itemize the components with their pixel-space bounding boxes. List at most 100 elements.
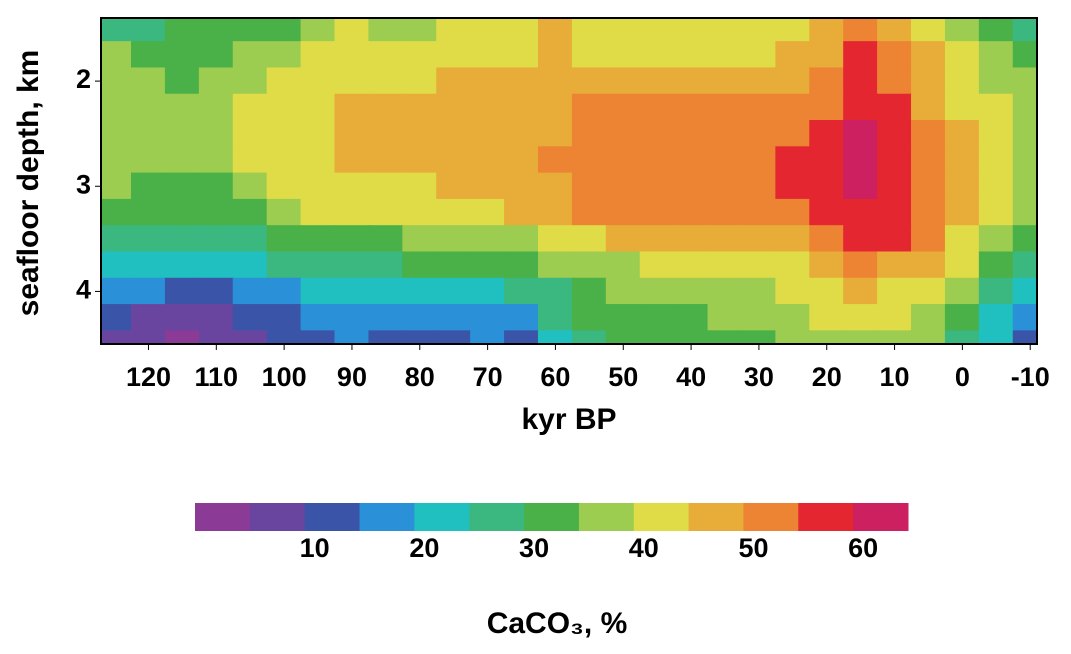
contour-cell (911, 146, 946, 174)
contour-cell (131, 330, 166, 344)
contour-cell (334, 330, 370, 344)
contour-cell (978, 277, 1014, 306)
contour-cell (911, 330, 946, 344)
contour-cell (164, 277, 200, 306)
contour-cell (843, 120, 879, 148)
contour-cell (809, 251, 845, 279)
contour-cell (639, 18, 675, 43)
contour-cell (436, 67, 472, 95)
contour-cell (537, 198, 573, 227)
contour-cell (877, 120, 913, 148)
x-tick-label: 30 (744, 362, 774, 392)
contour-cell (368, 277, 404, 306)
contour-cell (198, 251, 234, 279)
contour-cell (537, 18, 573, 43)
contour-cell (368, 251, 404, 279)
contour-cell (232, 277, 268, 306)
colorbar-segment (359, 503, 415, 531)
x-tick-label: 120 (126, 362, 171, 392)
contour-cell (978, 67, 1014, 95)
contour-cell (843, 41, 879, 69)
contour-cell (504, 120, 539, 148)
contour-cell (537, 146, 573, 174)
contour-cell (334, 304, 370, 332)
contour-cell (300, 18, 336, 43)
contour-cell (775, 146, 811, 174)
contour-cell (300, 93, 336, 122)
y-tick-label: 3 (76, 169, 91, 199)
contour-cell (101, 67, 133, 95)
contour-cell (232, 41, 268, 69)
contour-cell (402, 225, 438, 253)
contour-cell (707, 304, 743, 332)
contour-cell (164, 198, 200, 227)
contour-cell (537, 67, 573, 95)
contour-cell (639, 251, 675, 279)
contour-cell (131, 120, 166, 148)
contour-cell (504, 172, 539, 200)
contour-cell (978, 146, 1014, 174)
y-tick-label: 4 (76, 275, 91, 305)
contour-cell (402, 330, 438, 344)
contour-cell (707, 251, 743, 279)
contour-cell (775, 172, 811, 200)
contour-cell (605, 277, 641, 306)
contour-cell (300, 172, 336, 200)
contour-cell (334, 93, 370, 122)
contour-cell (470, 146, 506, 174)
contour-cell (232, 225, 268, 253)
contour-cell (741, 67, 777, 95)
contour-cell (877, 304, 913, 332)
contour-cell (198, 120, 234, 148)
contour-cell (470, 18, 506, 43)
contour-cell (436, 120, 472, 148)
contour-cell (436, 304, 472, 332)
contour-cell (877, 251, 913, 279)
contour-cell (673, 120, 709, 148)
contour-cell (877, 18, 913, 43)
contour-cell (368, 41, 404, 69)
contour-cell (605, 18, 641, 43)
contour-cell (232, 172, 268, 200)
contour-cell (978, 330, 1014, 344)
contour-cell (368, 67, 404, 95)
contour-cell (605, 41, 641, 69)
contour-cell (843, 304, 879, 332)
contour-cell (436, 251, 472, 279)
contour-cell (504, 18, 539, 43)
contour-cell (131, 225, 166, 253)
x-tick-label: 100 (262, 362, 307, 392)
contour-cell (741, 146, 777, 174)
contour-cell (436, 277, 472, 306)
contour-cell (1012, 304, 1037, 332)
contour-cell (775, 120, 811, 148)
contour-cell (266, 67, 302, 95)
x-axis-label: kyr BP (521, 403, 616, 436)
y-tick-label: 2 (76, 64, 91, 94)
contour-cell (639, 277, 675, 306)
x-tick-label: 0 (955, 362, 970, 392)
x-tick-label: 40 (676, 362, 706, 392)
contour-cell (571, 330, 607, 344)
contour-cell (537, 304, 573, 332)
contour-cell (470, 330, 506, 344)
contour-cell (944, 146, 980, 174)
contour-cell (605, 225, 641, 253)
contour-cell (809, 146, 845, 174)
contour-cell (944, 251, 980, 279)
contour-cell (707, 277, 743, 306)
contour-cell (911, 172, 946, 200)
contour-cell (436, 198, 472, 227)
contour-cell (707, 67, 743, 95)
contour-cell (571, 18, 607, 43)
contour-cell (300, 251, 336, 279)
contour-cell (809, 18, 845, 43)
contour-cell (504, 251, 539, 279)
contour-cell (334, 120, 370, 148)
contour-cell (571, 277, 607, 306)
contour-cell (504, 198, 539, 227)
x-tick-label: 90 (337, 362, 367, 392)
contour-cell (402, 41, 438, 69)
contour-cell (911, 277, 946, 306)
contour-cell (266, 93, 302, 122)
